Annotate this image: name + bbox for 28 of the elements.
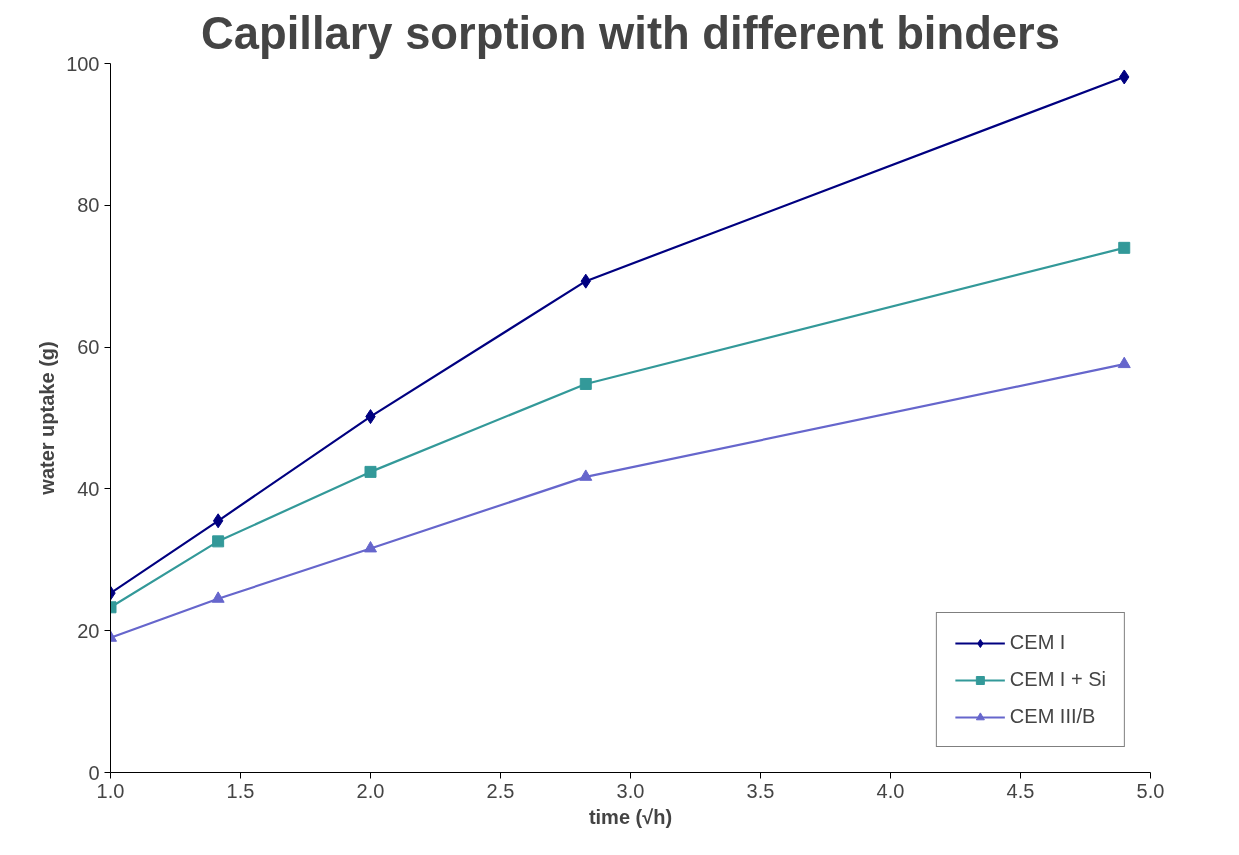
point [579,469,593,481]
point [579,377,592,390]
point [212,535,225,548]
x-tick-label: 5.0 [1136,779,1165,802]
point [1118,241,1131,254]
y-tick-label: 80 [77,194,100,217]
point [364,541,377,553]
point [364,465,377,478]
y-tick-label: 60 [77,336,100,359]
x-tick-label: 2.0 [356,779,385,802]
x-tick-label: 1.5 [226,779,255,802]
x-tick-label: 3.5 [746,779,775,802]
x-tick-label: 2.5 [486,779,515,802]
legend-label: CEM I + Si [1009,668,1106,691]
point [212,513,224,529]
point [211,591,225,603]
x-axis-title: time (√h) [588,805,673,828]
y-tick-label: 40 [77,477,100,500]
y-tick-label: 100 [66,52,100,75]
y-axis-title: water uptake (g) [36,341,59,496]
x-tick-label: 3.0 [616,779,645,802]
x-tick-label: 4.0 [876,779,905,802]
chart-title: Capillary sorption with different binders [201,7,1060,59]
y-tick-label: 20 [77,619,100,642]
legend-label: CEM III/B [1009,705,1096,728]
point [1117,356,1131,369]
x-tick-label: 4.5 [1006,779,1035,802]
legend-label: CEM I [1009,631,1066,654]
